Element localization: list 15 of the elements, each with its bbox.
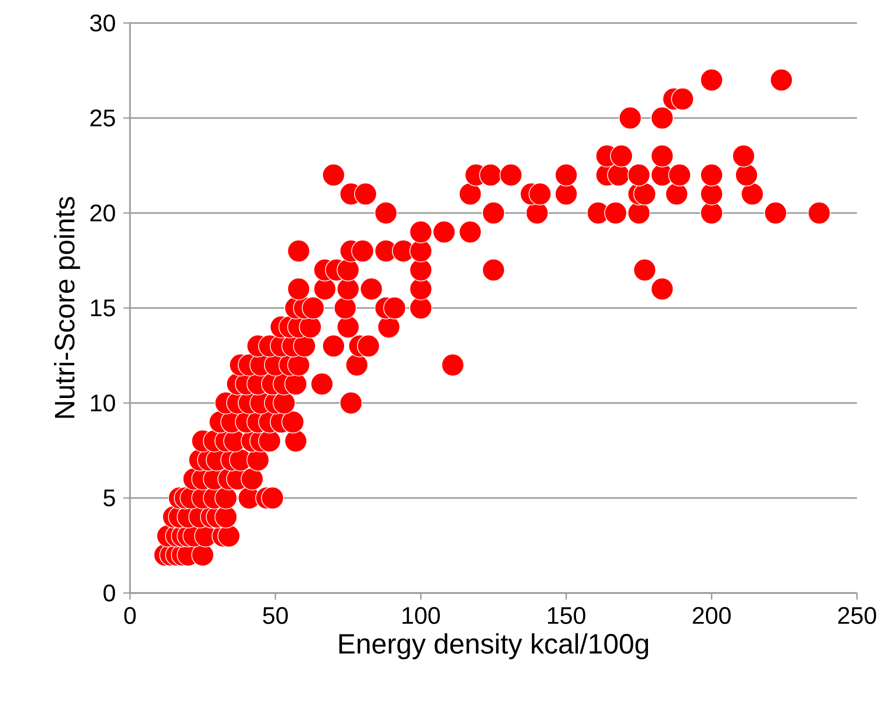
y-tick-label: 15 <box>91 300 115 316</box>
x-tick-label: 150 <box>548 607 586 624</box>
y-tick-label: 25 <box>90 109 115 126</box>
y-tick-label: 0 <box>104 584 116 602</box>
x-tick-label: 200 <box>692 607 731 624</box>
x-tick-label: 250 <box>838 607 876 624</box>
y-tick-label: 20 <box>90 204 116 222</box>
y-axis-title: Nutri-Score points <box>54 197 80 418</box>
y-tick-label: 5 <box>104 490 115 506</box>
x-tick-label: 100 <box>402 607 440 624</box>
y-tick-label: 30 <box>90 14 116 32</box>
x-axis-title: Energy density kcal/100g <box>339 633 648 660</box>
x-tick-label: 50 <box>263 607 288 624</box>
x-tick-label: 0 <box>124 607 136 624</box>
y-tick-label: 10 <box>91 394 116 412</box>
